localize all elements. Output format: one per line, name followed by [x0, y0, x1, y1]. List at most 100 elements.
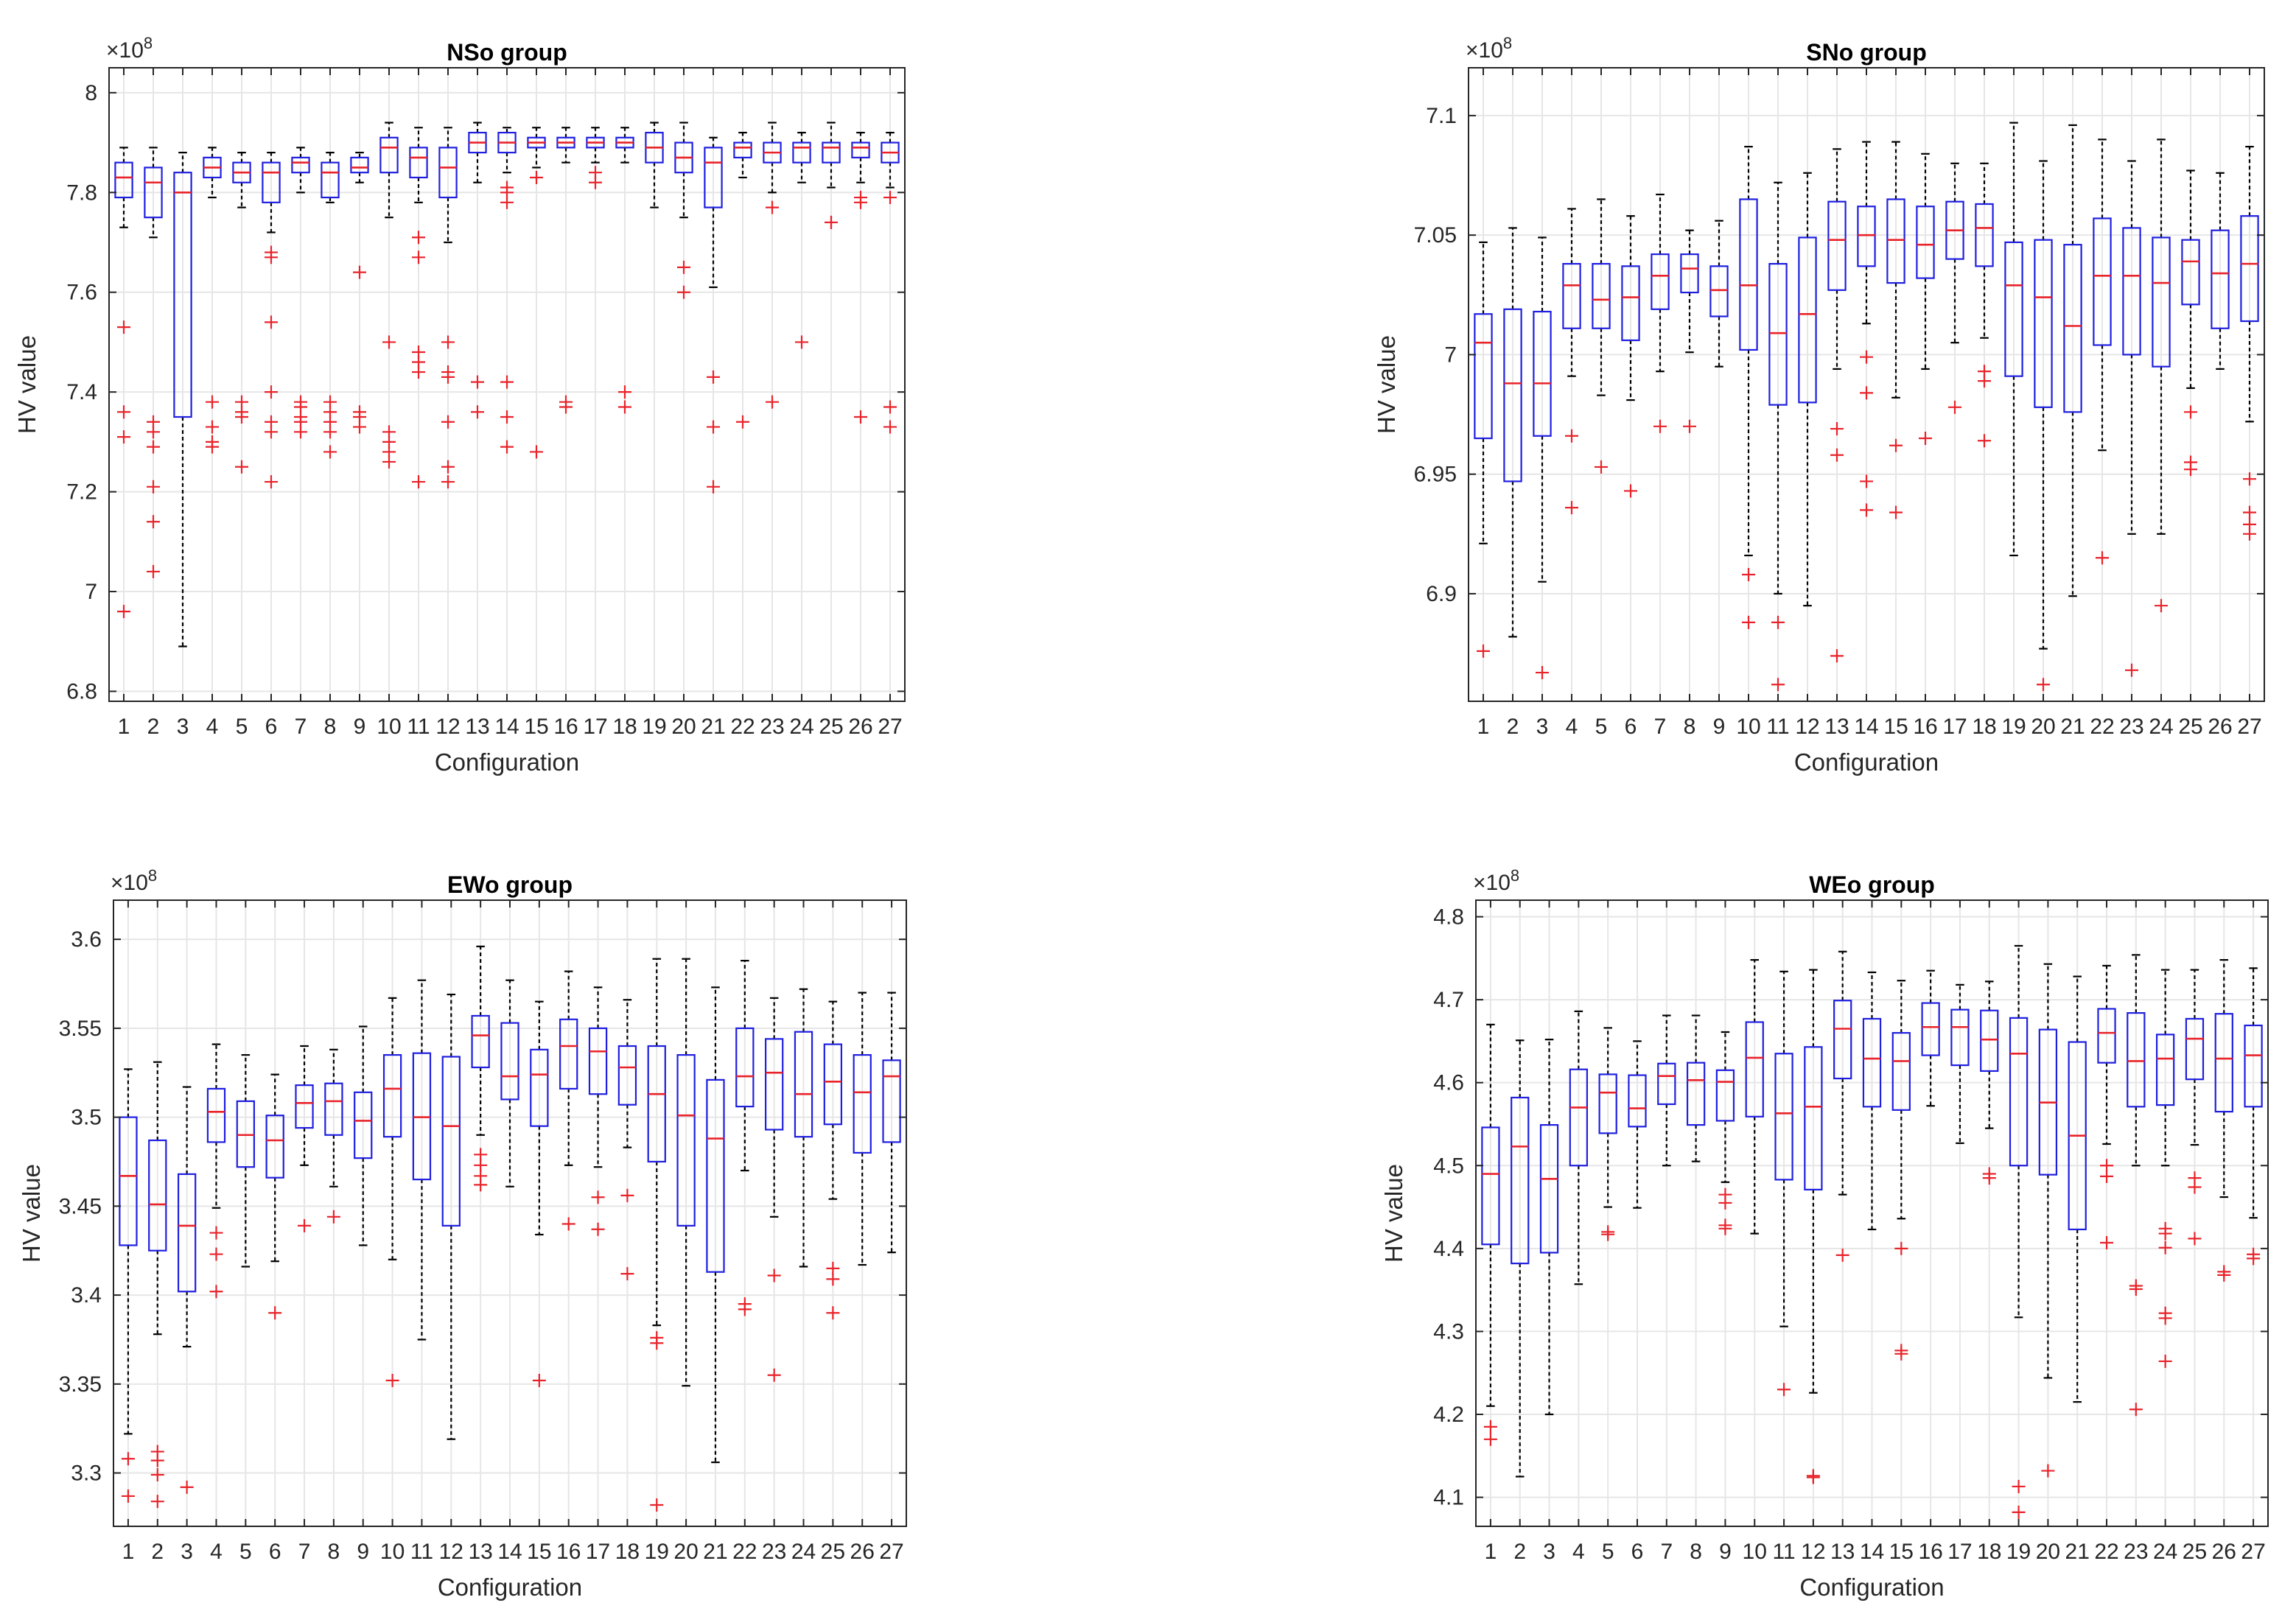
x-tick-label: 21	[2060, 715, 2085, 739]
y-tick-label: 7.05	[1414, 223, 1457, 248]
outlier-marker	[2243, 472, 2256, 486]
interquartile-box	[704, 147, 723, 208]
outlier-marker	[382, 335, 396, 349]
outlier-marker	[235, 460, 248, 474]
interquartile-box	[2009, 1017, 2029, 1167]
box-config-24	[794, 988, 813, 1268]
x-tick-label: 1	[1485, 1540, 1497, 1564]
outlier-marker	[2247, 1252, 2261, 1266]
interquartile-box	[409, 147, 428, 179]
outlier-marker	[1948, 400, 1961, 414]
box-config-20	[676, 958, 696, 1387]
outlier-marker	[1477, 644, 1490, 658]
y-axis-label: HV value	[13, 335, 41, 434]
box-config-3	[177, 1086, 197, 1494]
interquartile-box	[1533, 310, 1552, 437]
x-tick-label: 6	[1625, 715, 1637, 739]
box-config-22	[2093, 138, 2112, 565]
outlier-marker	[650, 1498, 664, 1512]
outlier-marker	[854, 195, 867, 209]
interquartile-box	[354, 1091, 373, 1159]
outlier-marker	[2012, 1479, 2026, 1493]
box-config-5	[1592, 198, 1611, 474]
x-tick-label: 3	[177, 715, 189, 739]
interquartile-box	[1474, 313, 1493, 440]
x-tick-label: 17	[586, 1540, 610, 1564]
x-tick-label: 22	[732, 1540, 757, 1564]
outlier-marker	[561, 1217, 575, 1231]
outlier-marker	[121, 1489, 135, 1503]
outlier-marker	[1830, 649, 1844, 663]
outlier-marker	[147, 480, 160, 494]
box-config-10	[1745, 958, 1764, 1235]
x-tick-label: 7	[298, 1540, 311, 1564]
interquartile-box	[794, 1031, 813, 1138]
outlier-marker	[1889, 505, 1903, 519]
interquartile-box	[206, 1087, 226, 1143]
outlier-marker	[559, 400, 573, 414]
box-config-20	[674, 122, 693, 299]
x-tick-label: 16	[1913, 715, 1937, 739]
interquartile-box	[2097, 1008, 2116, 1064]
box-config-3	[173, 152, 192, 648]
box-config-23	[763, 122, 782, 409]
outlier-marker	[353, 265, 366, 279]
x-tick-label: 13	[1830, 1540, 1855, 1564]
outlier-marker	[2184, 405, 2197, 419]
box-config-8	[1680, 229, 1699, 433]
interquartile-box	[2244, 1024, 2263, 1108]
outlier-marker	[1860, 474, 1873, 488]
box-config-2	[144, 147, 163, 578]
outlier-marker	[1601, 1227, 1615, 1241]
x-tick-label: 25	[821, 1540, 845, 1564]
box-config-13	[468, 122, 487, 419]
chart-title: NSo group	[447, 39, 567, 66]
outlier-marker	[147, 515, 160, 529]
outlier-marker	[2217, 1268, 2231, 1282]
outlier-marker	[294, 425, 307, 439]
box-config-21	[704, 136, 723, 494]
outlier-marker	[826, 1306, 840, 1320]
x-tick-label: 25	[2183, 1540, 2207, 1564]
interquartile-box	[851, 141, 870, 158]
y-tick-label: 7	[1444, 343, 1457, 367]
outlier-marker	[2155, 599, 2168, 613]
outlier-marker	[767, 1368, 781, 1382]
outlier-marker	[1595, 460, 1608, 474]
interquartile-box	[765, 1038, 784, 1131]
x-tick-label: 26	[2212, 1540, 2236, 1564]
x-tick-label: 15	[1889, 1540, 1914, 1564]
outlier-marker	[2041, 1464, 2055, 1478]
outlier-marker	[766, 395, 779, 409]
box-config-8	[1686, 1014, 1706, 1162]
outlier-marker	[1835, 1248, 1849, 1262]
outlier-marker	[441, 370, 455, 384]
outlier-marker	[1565, 429, 1578, 443]
box-config-25	[2185, 969, 2205, 1246]
box-config-6	[1628, 1040, 1647, 1209]
interquartile-box	[1975, 203, 1994, 267]
outlier-marker	[883, 191, 897, 205]
interquartile-box	[2122, 227, 2141, 356]
outlier-marker	[2188, 1180, 2202, 1194]
y-tick-label: 4.6	[1433, 1071, 1464, 1095]
box-config-9	[1709, 220, 1729, 368]
interquartile-box	[823, 1043, 843, 1126]
outlier-marker	[620, 1188, 634, 1202]
box-config-13	[1827, 148, 1847, 663]
interquartile-box	[2127, 1012, 2146, 1108]
interquartile-box	[1651, 253, 1670, 310]
outlier-marker	[591, 1190, 605, 1204]
x-tick-label: 27	[2241, 1540, 2265, 1564]
y-tick-label: 4.1	[1433, 1486, 1464, 1510]
interquartile-box	[173, 172, 192, 418]
interquartile-box	[1628, 1074, 1647, 1128]
outlier-marker	[767, 1269, 781, 1283]
x-tick-label: 17	[583, 715, 607, 739]
x-tick-label: 5	[1602, 1540, 1614, 1564]
interquartile-box	[350, 156, 369, 174]
interquartile-box	[2004, 241, 2023, 377]
interquartile-box	[1798, 236, 1817, 404]
interquartile-box	[1715, 1069, 1735, 1122]
box-config-26	[2211, 172, 2230, 371]
